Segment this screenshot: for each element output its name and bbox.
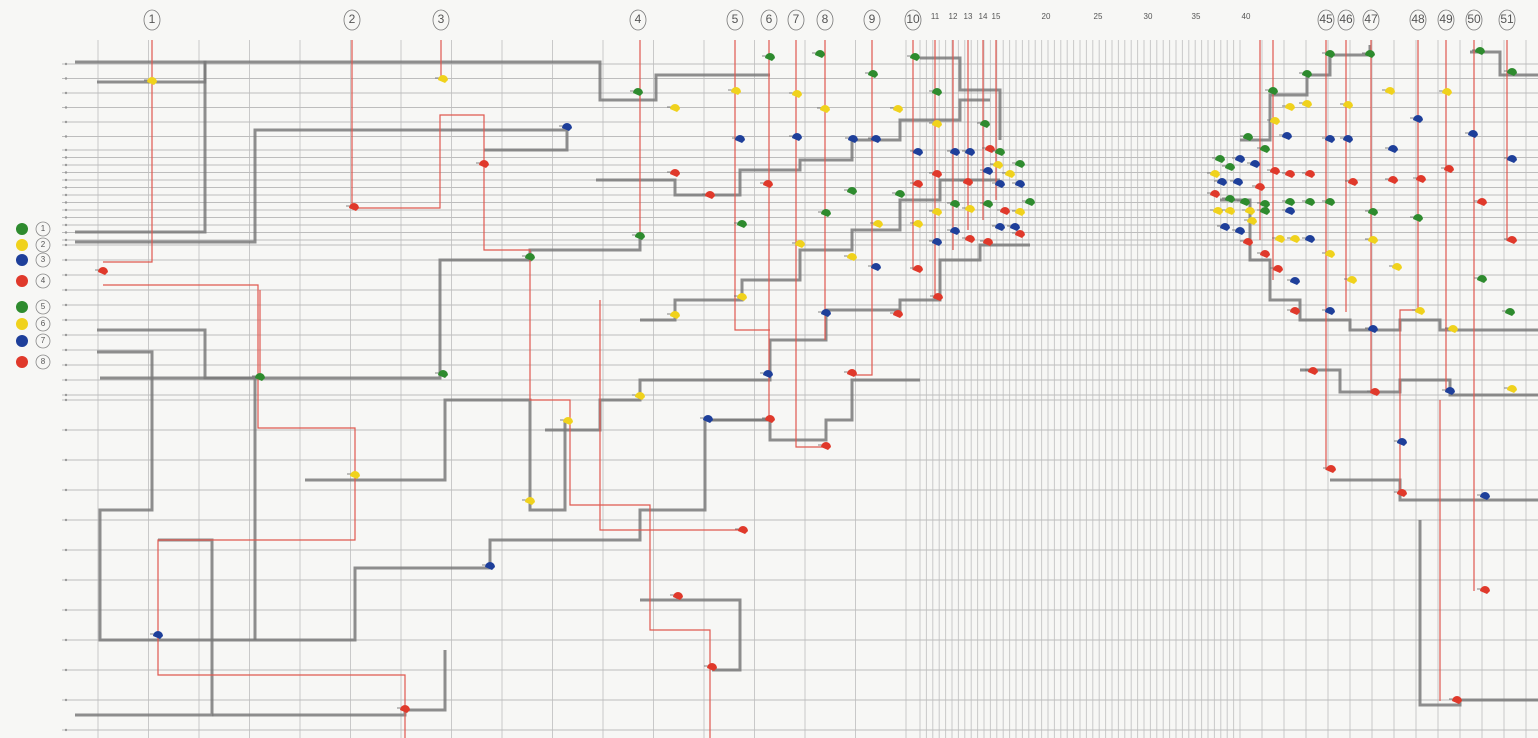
row-dot [65,669,67,671]
track-label: 7 [793,12,800,26]
row-dot [65,639,67,641]
row-dot [65,289,67,291]
row-dot [65,399,67,401]
row-dot [65,334,67,336]
track-label: 11 [931,12,940,21]
legend-label: 8 [41,357,46,366]
row-dot [65,429,67,431]
diagram-sheet: 1234567891011121314152025303540454647484… [0,0,1538,738]
row-dot [65,156,67,158]
legend-dot [16,254,28,266]
row-dot [65,259,67,261]
row-dot [65,304,67,306]
track-label: 15 [992,12,1001,21]
row-dot [65,77,67,79]
track-label: 48 [1411,12,1425,26]
row-dot [65,239,67,241]
page: 1234567891011121314152025303540454647484… [0,0,1538,738]
row-dot [65,349,67,351]
row-dot [65,579,67,581]
track-label: 8 [822,12,829,26]
row-dot [65,216,67,218]
track-label: 25 [1094,12,1103,21]
row-dot [65,164,67,166]
row-dot [65,92,67,94]
track-label: 6 [766,12,773,26]
row-dot [65,63,67,65]
legend-label: 3 [41,255,46,264]
row-dot [65,274,67,276]
legend-dot [16,318,28,330]
track-label: 2 [349,12,356,26]
track-label: 46 [1339,12,1353,26]
track-label: 4 [635,12,642,26]
row-dot [65,364,67,366]
row-dot [65,194,67,196]
row-dot [65,121,67,123]
row-dot [65,459,67,461]
row-dot [65,394,67,396]
legend-dot [16,275,28,287]
track-label: 49 [1439,12,1453,26]
row-dot [65,489,67,491]
row-dot [65,519,67,521]
track-label: 10 [906,12,920,26]
track-label: 40 [1242,12,1251,21]
legend-label: 2 [41,240,46,249]
row-dot [65,549,67,551]
track-label: 47 [1364,12,1378,26]
row-dot [65,135,67,137]
row-dot [65,231,67,233]
row-dot [65,319,67,321]
legend-label: 1 [41,224,46,233]
track-label: 3 [438,12,445,26]
track-label: 20 [1042,12,1051,21]
legend-dot [16,335,28,347]
legend-dot [16,239,28,251]
row-dot [65,209,67,211]
row-dot [65,171,67,173]
legend-label: 7 [41,336,46,345]
track-label: 51 [1500,12,1514,26]
legend-dot [16,301,28,313]
track-label: 30 [1144,12,1153,21]
track-label: 45 [1319,12,1333,26]
row-dot [65,149,67,151]
row-dot [65,224,67,226]
track-label: 35 [1192,12,1201,21]
row-dot [65,609,67,611]
row-dot [65,106,67,108]
legend-label: 4 [41,276,46,285]
track-label: 1 [149,12,156,26]
row-dot [65,699,67,701]
row-dot [65,186,67,188]
track-label: 13 [964,12,973,21]
legend-label: 6 [41,319,46,328]
track-label: 12 [949,12,958,21]
track-label: 9 [869,12,876,26]
row-dot [65,244,67,246]
legend-dot [16,223,28,235]
track-label: 50 [1467,12,1481,26]
track-label: 5 [732,12,739,26]
legend-label: 5 [41,302,46,311]
row-dot [65,729,67,731]
row-dot [65,201,67,203]
legend-dot [16,356,28,368]
track-label: 14 [979,12,988,21]
row-dot [65,179,67,181]
row-dot [65,379,67,381]
